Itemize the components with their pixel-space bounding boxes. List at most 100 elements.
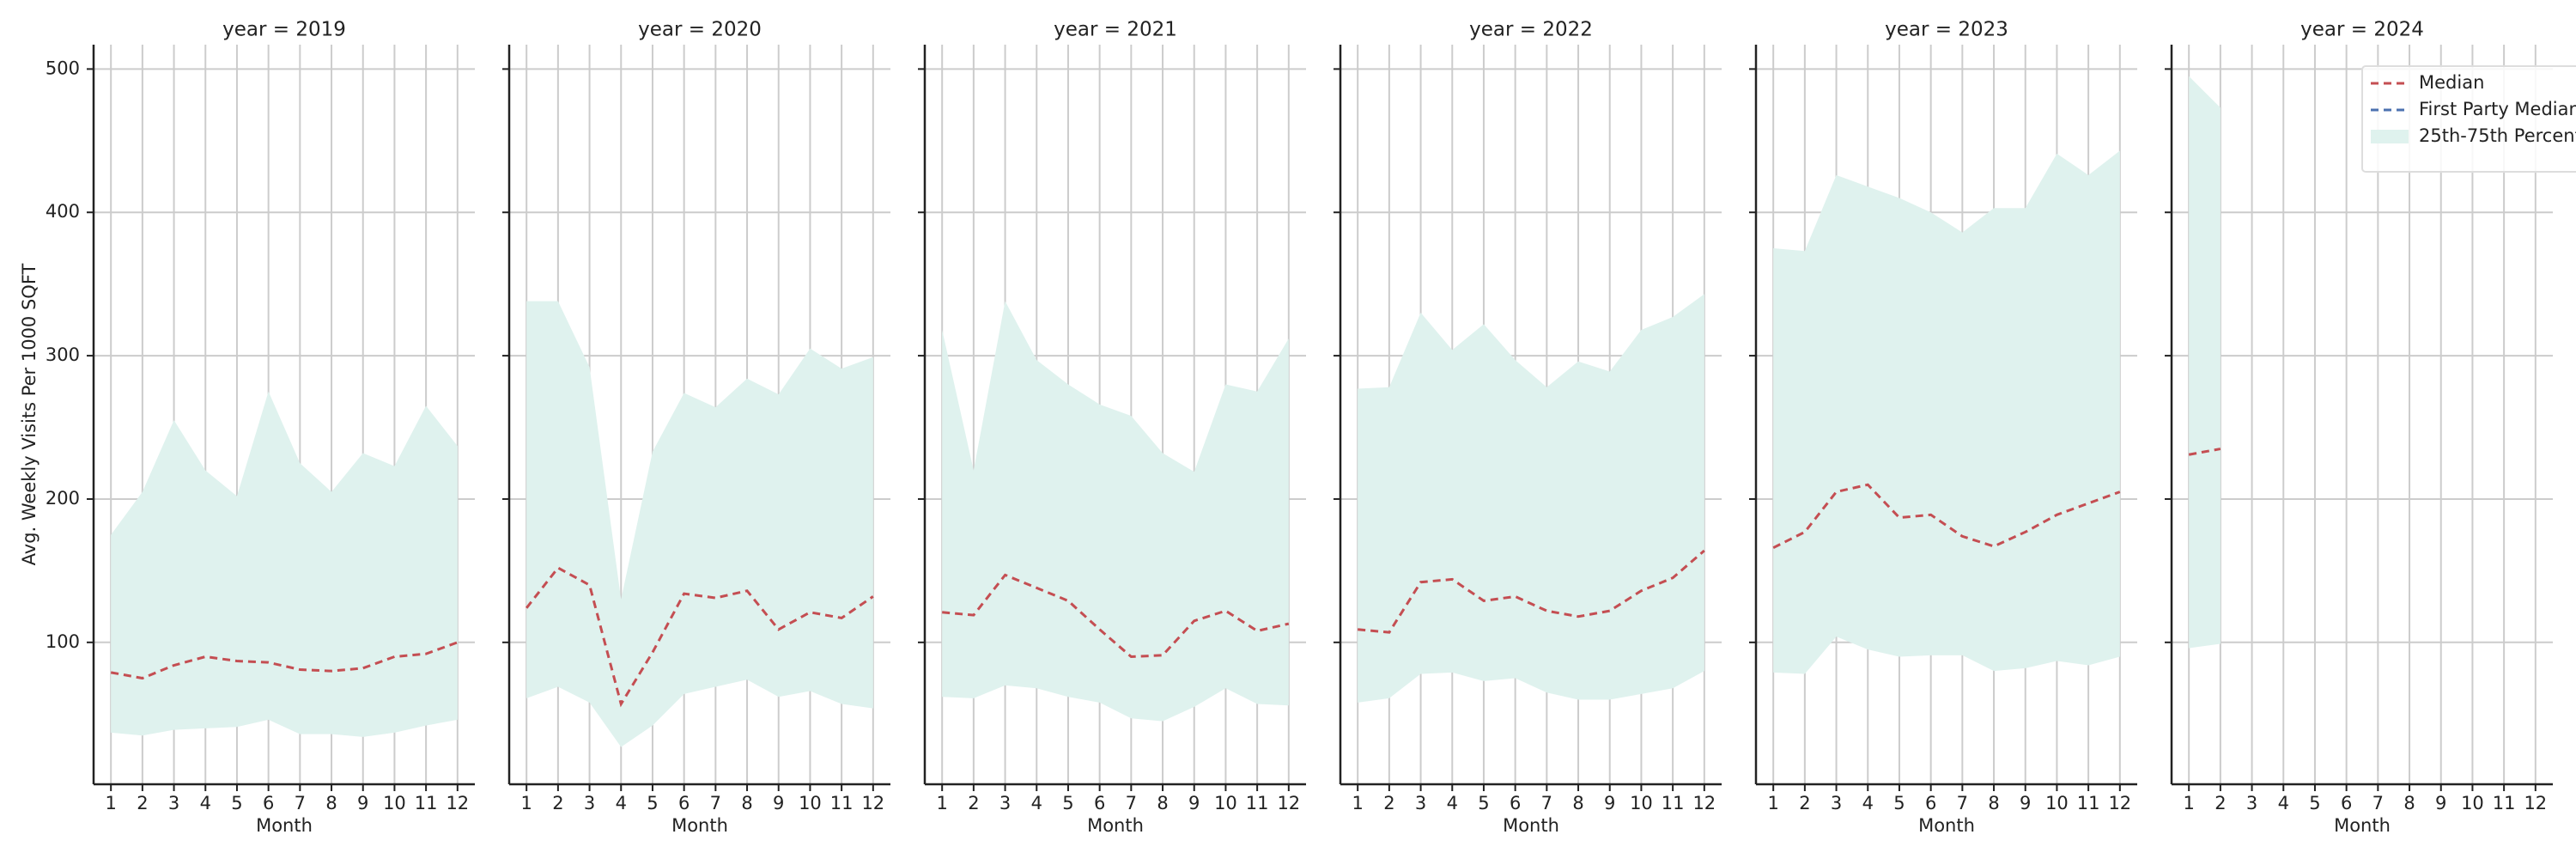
x-tick-label: 1 (2183, 793, 2194, 813)
x-tick-label: 12 (2108, 793, 2131, 813)
x-tick-label: 2 (552, 793, 563, 813)
x-axis-label: Month (256, 815, 313, 836)
x-tick-label: 7 (2372, 793, 2384, 813)
median-line (2188, 448, 2221, 456)
x-tick-label: 7 (1126, 793, 1137, 813)
x-tick-label: 4 (616, 793, 627, 813)
x-tick-label: 5 (2309, 793, 2320, 813)
panel-title: year = 2024 (2300, 19, 2424, 41)
x-tick-label: 12 (446, 793, 469, 813)
x-tick-label: 10 (1630, 793, 1653, 813)
legend-label: 25th-75th Percentile (2419, 125, 2576, 146)
x-axis-label: Month (671, 815, 728, 836)
x-tick-label: 5 (231, 793, 242, 813)
x-tick-label: 10 (383, 793, 406, 813)
legend-swatch (2371, 130, 2409, 143)
median-line (110, 641, 459, 680)
x-tick-label: 6 (2341, 793, 2352, 813)
x-tick-label: 3 (1415, 793, 1426, 813)
x-tick-label: 1 (936, 793, 947, 813)
x-tick-label: 3 (999, 793, 1011, 813)
y-tick-label: 500 (46, 58, 80, 78)
x-tick-label: 2 (137, 793, 148, 813)
x-tick-label: 6 (263, 793, 274, 813)
x-tick-label: 1 (1767, 793, 1778, 813)
x-tick-label: 11 (830, 793, 854, 813)
x-tick-label: 9 (2435, 793, 2446, 813)
x-axis-label: Month (1918, 815, 1975, 836)
x-tick-label: 3 (168, 793, 179, 813)
panel-title: year = 2021 (1054, 19, 1177, 41)
x-tick-label: 2 (2215, 793, 2226, 813)
x-tick-label: 3 (2246, 793, 2257, 813)
median-line (526, 566, 874, 708)
y-tick-label: 200 (46, 488, 80, 509)
x-tick-label: 5 (1893, 793, 1905, 813)
x-tick-label: 11 (415, 793, 438, 813)
legend-label: Median (2419, 72, 2484, 93)
x-tick-label: 8 (1157, 793, 1168, 813)
x-tick-label: 9 (357, 793, 368, 813)
x-tick-label: 5 (647, 793, 658, 813)
percentile-band (526, 301, 873, 747)
percentile-band (2189, 76, 2221, 649)
x-tick-label: 4 (2278, 793, 2289, 813)
y-axis-label: Avg. Weekly Visits Per 1000 SQFT (19, 263, 39, 565)
x-tick-label: 8 (741, 793, 752, 813)
x-tick-label: 8 (1572, 793, 1583, 813)
x-tick-label: 8 (1988, 793, 1999, 813)
x-tick-label: 4 (200, 793, 211, 813)
x-tick-label: 3 (1831, 793, 1842, 813)
median-line (1358, 549, 1705, 634)
y-tick-label: 400 (46, 201, 80, 222)
x-tick-label: 2 (1383, 793, 1394, 813)
x-tick-label: 7 (295, 793, 306, 813)
panel-title: year = 2023 (1885, 19, 2008, 41)
x-tick-label: 8 (2403, 793, 2415, 813)
x-tick-label: 12 (861, 793, 884, 813)
x-tick-label: 5 (1478, 793, 1489, 813)
x-tick-label: 6 (1094, 793, 1105, 813)
percentile-band (111, 391, 458, 737)
x-tick-label: 11 (2077, 793, 2100, 813)
x-tick-label: 12 (2524, 793, 2547, 813)
x-tick-label: 11 (1662, 793, 1685, 813)
panel-title: year = 2019 (222, 19, 346, 41)
x-tick-label: 1 (105, 793, 116, 813)
panel-title: year = 2020 (638, 19, 762, 41)
x-tick-label: 4 (1447, 793, 1458, 813)
x-tick-label: 1 (520, 793, 532, 813)
x-tick-label: 12 (1277, 793, 1300, 813)
x-tick-label: 10 (799, 793, 822, 813)
x-tick-label: 10 (2461, 793, 2484, 813)
x-tick-label: 6 (1925, 793, 1936, 813)
x-tick-label: 9 (2020, 793, 2031, 813)
x-axis-label: Month (2334, 815, 2391, 836)
x-tick-label: 9 (1188, 793, 1200, 813)
median-line (1772, 483, 2121, 550)
legend-label: First Party Median (2419, 99, 2576, 119)
x-tick-label: 9 (1604, 793, 1615, 813)
percentile-band (1358, 294, 1704, 703)
x-tick-label: 2 (1799, 793, 1810, 813)
x-tick-label: 6 (678, 793, 690, 813)
panel-title: year = 2022 (1469, 19, 1593, 41)
legend-box (2361, 65, 2576, 173)
x-tick-label: 8 (325, 793, 337, 813)
x-tick-label: 4 (1862, 793, 1874, 813)
x-tick-label: 11 (1246, 793, 1269, 813)
x-tick-label: 2 (968, 793, 979, 813)
y-tick-label: 300 (46, 344, 80, 365)
x-tick-label: 7 (1541, 793, 1552, 813)
percentile-band (942, 301, 1289, 722)
x-tick-label: 7 (710, 793, 721, 813)
x-tick-label: 5 (1062, 793, 1073, 813)
x-tick-label: 9 (773, 793, 784, 813)
